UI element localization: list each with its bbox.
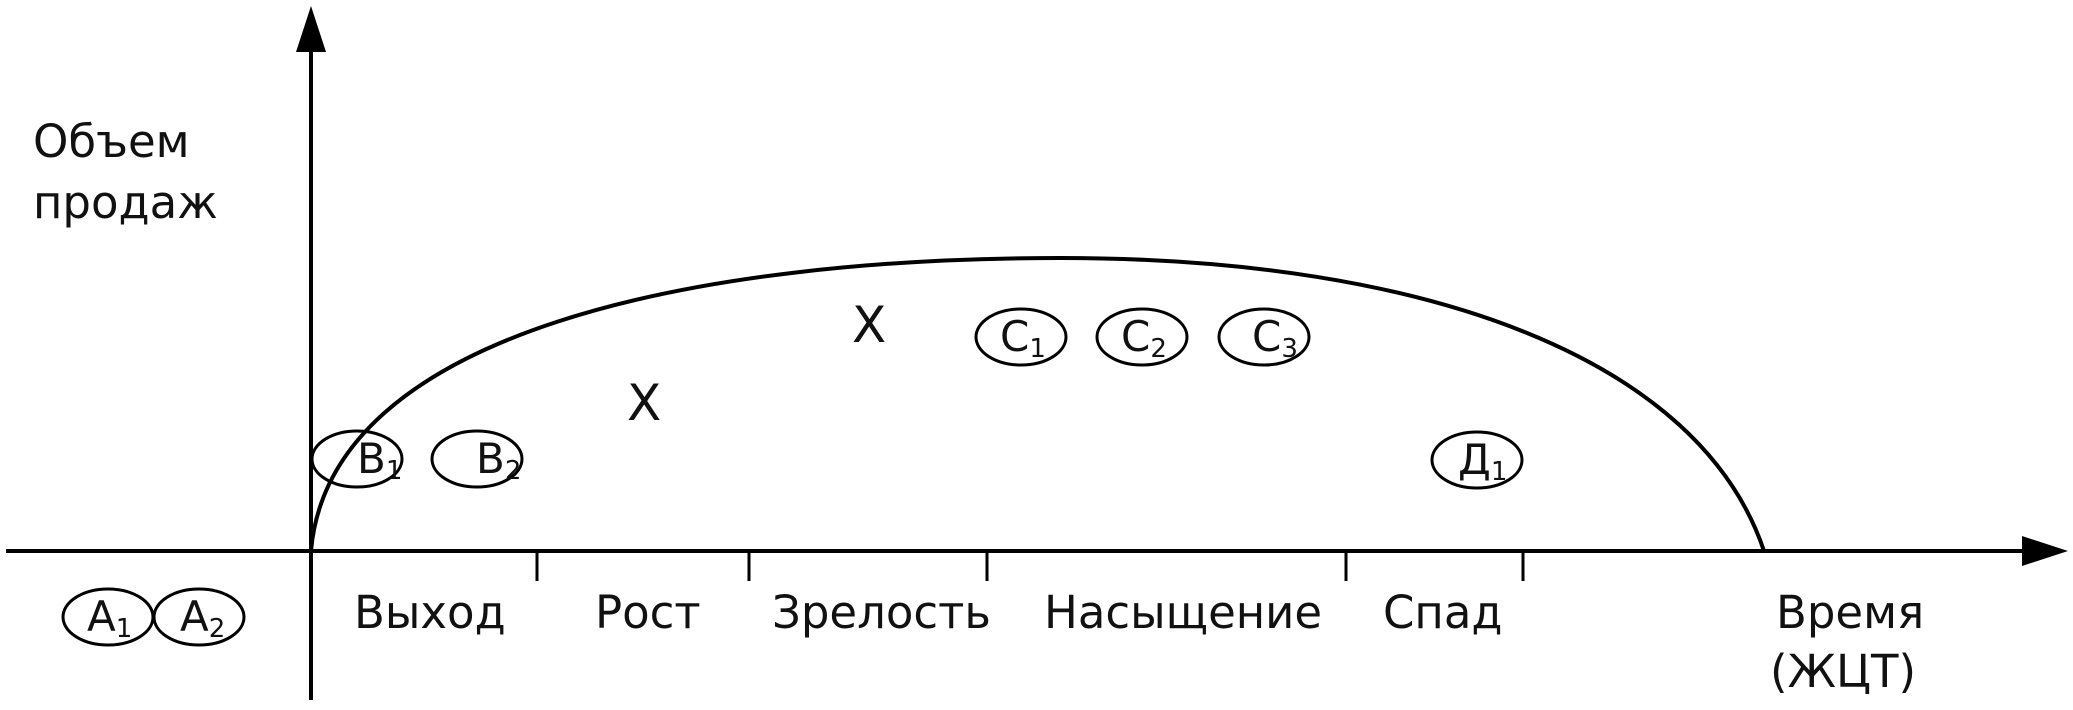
product-label: C2: [1121, 312, 1167, 364]
product-label: C3: [1252, 312, 1298, 364]
product-c2: C2: [1095, 307, 1189, 367]
y-axis-label: продаж: [33, 176, 218, 229]
product-c3: C3: [1217, 307, 1311, 367]
product-label: C1: [1000, 312, 1046, 364]
product-d1: Д1: [1430, 430, 1524, 490]
x-marker: X: [627, 374, 661, 432]
product-c1: C1: [974, 307, 1068, 367]
y-axis-arrow-icon: [296, 6, 326, 52]
product-label: B1: [357, 434, 402, 486]
x-axis-arrow-icon: [2022, 536, 2068, 566]
product-label: Д1: [1458, 435, 1507, 487]
product-label: A1: [87, 592, 132, 644]
product-a2: A2: [152, 587, 246, 647]
product-label: B2: [476, 434, 521, 486]
product-a1: A1: [61, 587, 155, 647]
stage-label-maturity: Зрелость: [772, 586, 991, 639]
stage-label-saturation: Насыщение: [1044, 586, 1322, 639]
x-axis-label: Время: [1776, 586, 1924, 639]
product-b2: B2: [430, 429, 524, 489]
x-marker: X: [852, 296, 886, 354]
x-axis-label: (ЖЦТ): [1770, 645, 1916, 698]
y-axis-label: Объем: [33, 115, 190, 168]
stage-label-decline: Спад: [1383, 586, 1503, 639]
stage-label-growth: Рост: [595, 586, 701, 639]
stage-label-launch: Выход: [354, 586, 506, 639]
product-label: A2: [180, 592, 225, 644]
product-b1: B1: [310, 429, 404, 489]
life-cycle-curve: [309, 255, 1766, 552]
